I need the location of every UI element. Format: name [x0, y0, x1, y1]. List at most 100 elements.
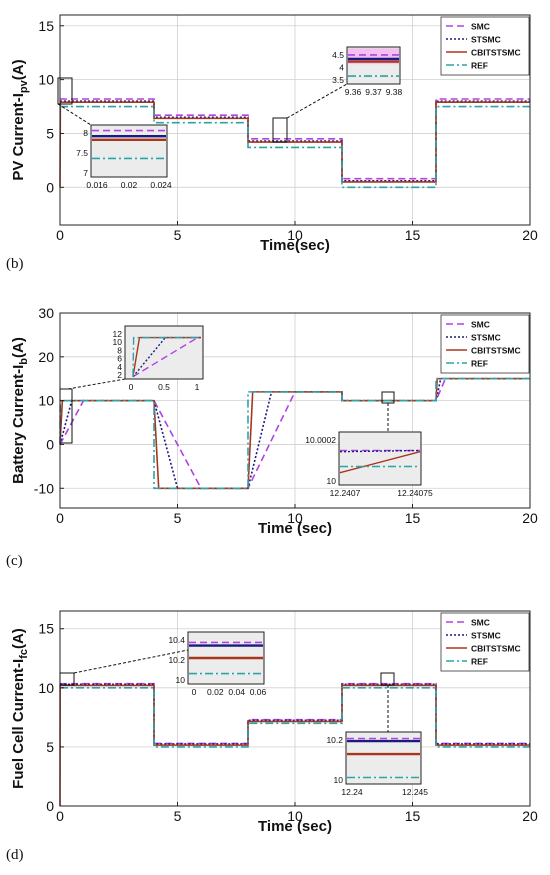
legend: SMC STSMC CBITSTSMC REF [440, 314, 530, 374]
legend-label: REF [471, 657, 488, 667]
inset-x-tick-label: 12.24075 [397, 488, 433, 498]
inset-area [345, 731, 422, 785]
inset-area [338, 431, 422, 486]
legend-label: SMC [471, 320, 490, 330]
inset-y-tick-label: 10 [327, 476, 337, 486]
y-tick-label: 20 [38, 349, 54, 365]
inset-y-tick-label: 10 [113, 337, 123, 347]
x-tick-label: 10 [287, 808, 303, 824]
x-axis-label: Time (sec) [258, 818, 332, 835]
inset-x-tick-label: 0.016 [86, 180, 108, 190]
inset-y-tick-label: 4 [117, 362, 122, 372]
inset-line-stsmc [132, 336, 201, 378]
series-line-ref [60, 105, 530, 189]
legend-label: CBITSTSMC [471, 644, 521, 654]
inset-line-cbitstsmc [339, 451, 421, 474]
x-tick-label: 0 [56, 808, 64, 824]
x-tick-label: 0 [56, 510, 64, 526]
legend: SMC STSMC CBITSTSMC REF [440, 16, 530, 76]
series-line-ref [60, 687, 530, 748]
y-tick-label: 15 [38, 18, 54, 34]
legend-label: SMC [471, 618, 490, 628]
y-axis-label-subscript: pv [18, 79, 30, 93]
inset-x-tick-label: 0.02 [207, 687, 224, 697]
inset-x-tick-label: 0 [129, 382, 134, 392]
y-axis-label-unit: (A) [10, 59, 27, 80]
inset-1: 10.2 10 12.24 12.245 [326, 672, 428, 797]
x-tick-label: 15 [405, 808, 421, 824]
inset-x-tick-label: 9.36 [345, 87, 362, 97]
zoom-source-box [272, 117, 288, 143]
x-tick-label: 20 [522, 808, 538, 824]
inset-line-stsmc [339, 449, 421, 453]
x-tick-label: 15 [405, 227, 421, 243]
x-tick-label: 0 [56, 227, 64, 243]
inset-x-tick-label: 12.24 [341, 787, 363, 797]
inset-area [90, 124, 168, 178]
inset-y-tick-label: 10 [334, 775, 344, 785]
inset-x-tick-label: 0.04 [228, 687, 245, 697]
inset-y-tick-label: 4.5 [332, 50, 344, 60]
inset-shade [348, 48, 399, 65]
inset-y-tick-label: 6 [117, 354, 122, 364]
zoom-link [57, 103, 92, 126]
x-tick-label: 10 [287, 227, 303, 243]
inset-y-tick-label: 10.2 [168, 655, 185, 665]
y-tick-label: 30 [38, 305, 54, 321]
y-axis-label-subscript: fc [18, 649, 30, 659]
legend-label: CBITSTSMC [471, 48, 521, 58]
legend-box [440, 16, 530, 76]
y-axis-label: Battery Current-Ib(A) [10, 337, 30, 484]
series-line-smc [59, 377, 530, 490]
inset-line-ref [132, 336, 201, 377]
inset-x-tick-label: 0.06 [250, 687, 267, 697]
inset-y-tick-label: 10.2 [326, 735, 343, 745]
y-axis-label-unit: (A) [10, 337, 27, 358]
inset-x-tick-label: 0.5 [158, 382, 170, 392]
legend-box [440, 314, 530, 374]
zoom-source-box [59, 388, 73, 444]
y-tick-label: 10 [38, 393, 54, 409]
x-tick-label: 5 [174, 808, 182, 824]
y-tick-label: 10 [38, 680, 54, 696]
inset-x-tick-label: 9.38 [386, 87, 403, 97]
y-tick-label: 10 [38, 72, 54, 88]
inset-y-tick-label: 7.5 [76, 148, 88, 158]
legend-label: REF [471, 61, 488, 71]
chart-panel-2: 0 5 10 15 20 0 5 10 15 Time (sec) Fuel Cell Curren… [10, 610, 538, 835]
inset-y-tick-label: 10 [176, 675, 186, 685]
legend-label: STSMC [471, 631, 501, 641]
y-axis-label: PV Current-Ipv(A) [10, 59, 30, 180]
y-axis-label-main: Battery Current-I [10, 365, 27, 484]
inset-y-tick-label: 12 [113, 329, 123, 339]
x-tick-label: 5 [174, 510, 182, 526]
x-tick-label: 5 [174, 227, 182, 243]
y-tick-label: 0 [46, 179, 54, 195]
zoom-source-box [57, 77, 73, 105]
y-axis-label-main: PV Current-I [10, 93, 27, 181]
x-tick-label: 20 [522, 227, 538, 243]
y-axis-label-main: Fuel Cell Current-I [10, 659, 27, 789]
zoom-source-box [59, 672, 75, 686]
inset-y-tick-label: 10.4 [168, 635, 185, 645]
inset-0: 8 7.5 7 0.016 0.02 0.024 [57, 77, 172, 190]
x-axis-label: Time(sec) [260, 237, 330, 254]
inset-1: 4.5 4 3.59.36 9.37 9.38 [272, 46, 403, 143]
inset-x-tick-label: 1 [195, 382, 200, 392]
legend-box [440, 612, 530, 672]
x-axis-label: Time (sec) [258, 520, 332, 537]
y-tick-label: 0 [46, 798, 54, 814]
inset-y-tick-label: 8 [117, 345, 122, 355]
inset-0: 10.4 10.2 10 0 0.02 0.04 0.06 [59, 631, 267, 697]
inset-y-tick-label: 10.0002 [305, 435, 336, 445]
inset-y-tick-label: 3.5 [332, 75, 344, 85]
y-tick-label: 5 [46, 125, 54, 141]
y-axis-label-subscript: b [18, 358, 30, 365]
y-tick-label: 5 [46, 739, 54, 755]
inset-x-tick-label: 9.37 [365, 87, 382, 97]
series-line-cbitstsmc [59, 101, 530, 188]
panel-label-c: (c) [6, 553, 23, 569]
series-line-ref [59, 377, 530, 490]
